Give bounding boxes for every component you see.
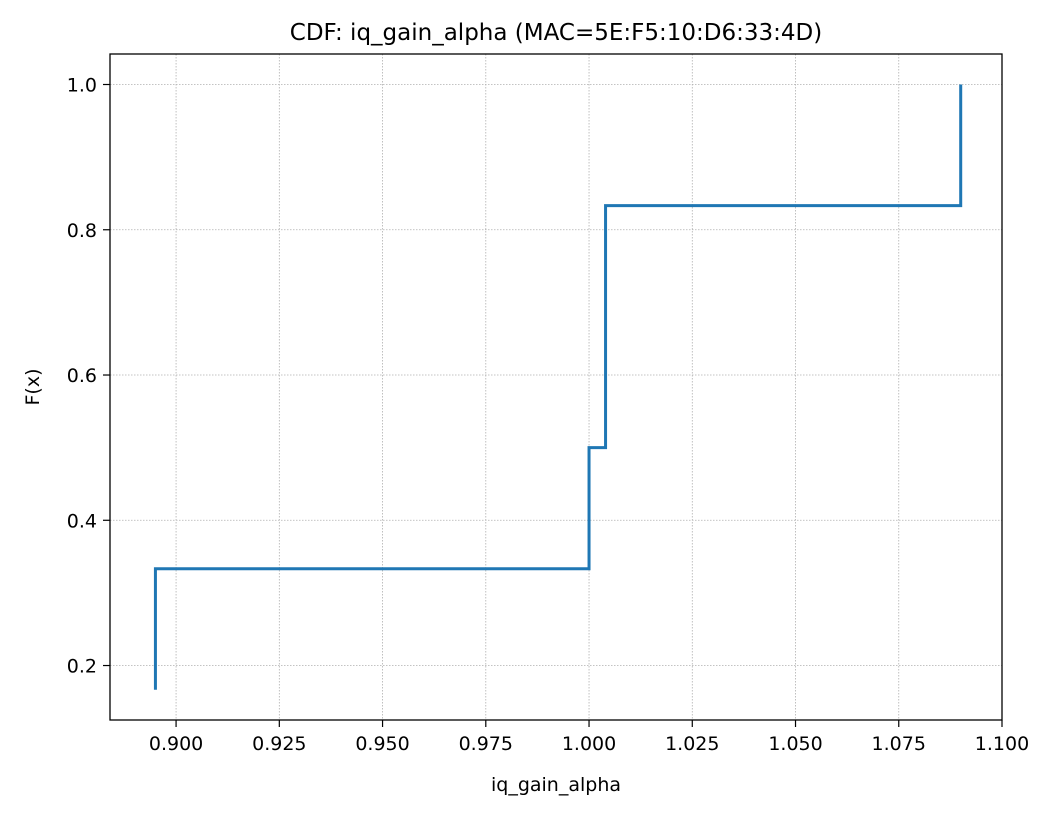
x-tick-label: 1.000 [562, 733, 616, 755]
chart-title: CDF: iq_gain_alpha (MAC=5E:F5:10:D6:33:4… [290, 20, 822, 46]
x-tick-label: 1.100 [975, 733, 1029, 755]
y-tick-label: 0.6 [67, 365, 97, 387]
x-tick-label: 1.050 [768, 733, 822, 755]
x-axis-label: iq_gain_alpha [491, 774, 621, 796]
x-tick-label: 1.025 [665, 733, 719, 755]
series-layer [153, 84, 963, 690]
y-tick-label: 0.2 [67, 656, 97, 678]
x-axis: 0.900 0.925 0.950 0.975 1.000 1.025 1.050 1.075… [149, 720, 1029, 755]
y-axis: 0.2 0.4 0.6 0.8 1.0 [67, 75, 110, 678]
grid [110, 54, 1003, 720]
x-tick-label: 0.900 [149, 733, 203, 755]
cdf-step-line [153, 84, 963, 690]
x-tick-label: 0.925 [252, 733, 306, 755]
x-tick-label: 0.950 [355, 733, 409, 755]
x-tick-label: 1.075 [872, 733, 926, 755]
y-tick-label: 0.4 [67, 510, 97, 532]
plot-frame [109, 53, 1003, 721]
x-tick-label: 0.975 [459, 733, 513, 755]
y-tick-label: 1.0 [67, 75, 97, 97]
y-axis-label: F(x) [22, 369, 44, 406]
y-tick-label: 0.8 [67, 220, 97, 242]
